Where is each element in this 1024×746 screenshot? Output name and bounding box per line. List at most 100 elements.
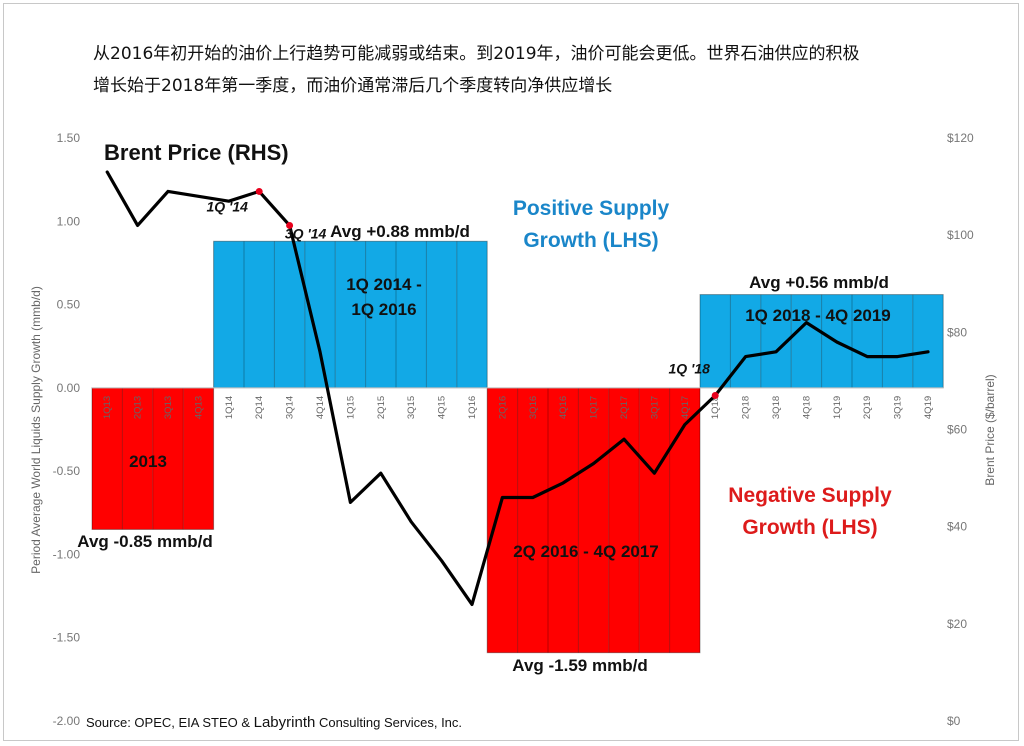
x-tick-label: 1Q16 — [467, 396, 478, 419]
negative-supply-title-line1: Negative Supply — [728, 484, 892, 507]
headline: 从2016年初开始的油价上行趋势可能减弱或结束。到2019年，油价可能会更低。世… — [93, 38, 973, 102]
supply-bar-1Q13 — [92, 387, 123, 530]
supply-bar-4Q14 — [304, 241, 336, 388]
right-tick-label: $120 — [947, 131, 974, 145]
x-tick-label: 4Q17 — [680, 396, 691, 419]
segment-2013-label: 2013 — [129, 452, 167, 471]
left-axis-label: Period Average World Liquids Supply Grow… — [29, 286, 43, 574]
supply-bar-3Q15 — [396, 241, 427, 388]
x-tick-label: 1Q19 — [832, 396, 843, 419]
price-marker-label: 1Q '18 — [668, 360, 710, 376]
x-tick-label: 4Q16 — [558, 396, 569, 419]
supply-bar-4Q18 — [791, 294, 822, 388]
x-tick-label: 2Q17 — [619, 396, 630, 419]
x-tick-label: 4Q15 — [437, 396, 448, 419]
x-tick-label: 3Q16 — [528, 396, 539, 419]
supply-growth-bars — [92, 241, 944, 653]
supply-bar-1Q15 — [335, 241, 366, 388]
x-tick-label: 2Q16 — [497, 396, 508, 419]
segment-2013-avg: Avg -0.85 mmb/d — [77, 532, 212, 551]
price-marker-label: 3Q '14 — [285, 225, 327, 241]
left-tick-label: 1.00 — [57, 214, 81, 228]
positive-supply-title-line2: Growth (LHS) — [523, 229, 658, 252]
left-tick-label: 0.50 — [57, 298, 81, 312]
supply-bar-2Q17 — [608, 387, 640, 653]
source-note: Source: OPEC, EIA STEO & Labyrinth Consu… — [86, 714, 462, 731]
x-tick-label: 4Q19 — [923, 396, 934, 419]
supply-bar-2Q18 — [730, 294, 761, 388]
supply-bar-3Q19 — [882, 294, 913, 388]
x-tick-label: 3Q19 — [893, 396, 904, 419]
source-prefix: Source: OPEC, EIA STEO & — [86, 715, 254, 730]
price-marker-2Q14 — [255, 187, 263, 195]
left-tick-label: 1.50 — [57, 131, 81, 145]
supply-bar-2Q15 — [365, 241, 396, 388]
supply-bar-1Q18 — [700, 294, 731, 388]
x-tick-label: 4Q18 — [801, 396, 812, 419]
x-tick-label: 4Q13 — [193, 396, 204, 419]
price-marker-1Q18 — [711, 391, 719, 399]
x-tick-label: 3Q18 — [771, 396, 782, 419]
supply-bar-4Q19 — [912, 294, 944, 388]
left-tick-label: -1.00 — [53, 547, 81, 561]
price-markers: 1Q '14 3Q '14 1Q '18 — [206, 187, 719, 399]
supply-bar-4Q16 — [548, 387, 579, 653]
right-tick-label: $60 — [947, 423, 967, 437]
segment-1-label-line1: 1Q 2014 - — [346, 275, 422, 294]
right-axis-ticks: $120 $100 $80 $60 $40 $20 $0 — [947, 131, 974, 728]
supply-bar-4Q13 — [183, 387, 214, 530]
segment-3-avg: Avg +0.56 mmb/d — [749, 273, 889, 292]
right-tick-label: $80 — [947, 325, 967, 339]
segment-3-label: 1Q 2018 - 4Q 2019 — [745, 306, 891, 325]
x-tick-label: 2Q13 — [133, 396, 144, 419]
x-tick-label: 2Q14 — [254, 396, 265, 419]
source-suffix: Consulting Services, Inc. — [315, 715, 463, 730]
supply-bar-4Q15 — [426, 241, 457, 388]
x-tick-label: 3Q15 — [406, 396, 417, 419]
x-tick-label: 1Q14 — [224, 396, 235, 419]
supply-bar-1Q17 — [578, 387, 609, 653]
supply-bar-2Q16 — [487, 387, 518, 653]
brent-price-line — [105, 170, 930, 607]
supply-bar-3Q13 — [152, 387, 184, 530]
source-brand: Labyrinth — [253, 714, 316, 731]
segment-1-label-line2: 1Q 2016 — [351, 300, 416, 319]
x-tick-label: 4Q14 — [315, 396, 326, 419]
x-tick-label: 1Q18 — [710, 396, 721, 419]
x-axis-ticks: 1Q13 2Q13 3Q13 4Q13 1Q14 2Q14 3Q14 4Q14 1Q15 2Q15… — [102, 396, 934, 419]
supply-bar-2Q13 — [122, 387, 153, 530]
right-tick-label: $0 — [947, 714, 961, 728]
right-tick-label: $20 — [947, 617, 967, 631]
positive-supply-title-line1: Positive Supply — [513, 197, 670, 220]
left-axis-ticks: 1.50 1.00 0.50 0.00 -0.50 -1.00 -1.50 -2.00 — [53, 131, 81, 728]
supply-bar-3Q16 — [517, 387, 548, 653]
price-marker-3Q14 — [286, 221, 294, 229]
supply-bar-2Q19 — [852, 294, 883, 388]
supply-bar-2Q14 — [244, 241, 275, 388]
supply-bar-3Q17 — [639, 387, 670, 653]
x-tick-label: 3Q13 — [163, 396, 174, 419]
left-tick-label: -0.50 — [53, 464, 81, 478]
supply-bar-1Q14 — [213, 241, 244, 388]
negative-supply-title-line2: Growth (LHS) — [742, 516, 877, 539]
right-tick-label: $100 — [947, 228, 974, 242]
segment-1-avg: Avg +0.88 mmb/d — [330, 222, 470, 241]
headline-line-1: 从2016年初开始的油价上行趋势可能减弱或结束。到2019年，油价可能会更低。世… — [93, 44, 860, 64]
left-tick-label: 0.00 — [57, 381, 81, 395]
x-tick-label: 3Q14 — [285, 396, 296, 419]
x-tick-label: 2Q18 — [741, 396, 752, 419]
x-tick-label: 2Q15 — [376, 396, 387, 419]
x-tick-label: 2Q19 — [862, 396, 873, 419]
x-tick-label: 1Q13 — [102, 396, 113, 419]
brent-price-title: Brent Price (RHS) — [104, 140, 289, 165]
chart-frame — [3, 3, 1019, 741]
right-axis-label: Brent Price ($/barrel) — [983, 374, 997, 485]
x-tick-label: 1Q17 — [589, 396, 600, 419]
supply-bar-1Q16 — [456, 241, 488, 388]
left-tick-label: -1.50 — [53, 631, 81, 645]
segment-2-avg: Avg -1.59 mmb/d — [512, 656, 647, 675]
supply-bar-4Q17 — [669, 387, 700, 653]
headline-line-2: 增长始于2018年第一季度，而油价通常滞后几个季度转向净供应增长 — [93, 76, 613, 96]
left-tick-label: -2.00 — [53, 714, 81, 728]
